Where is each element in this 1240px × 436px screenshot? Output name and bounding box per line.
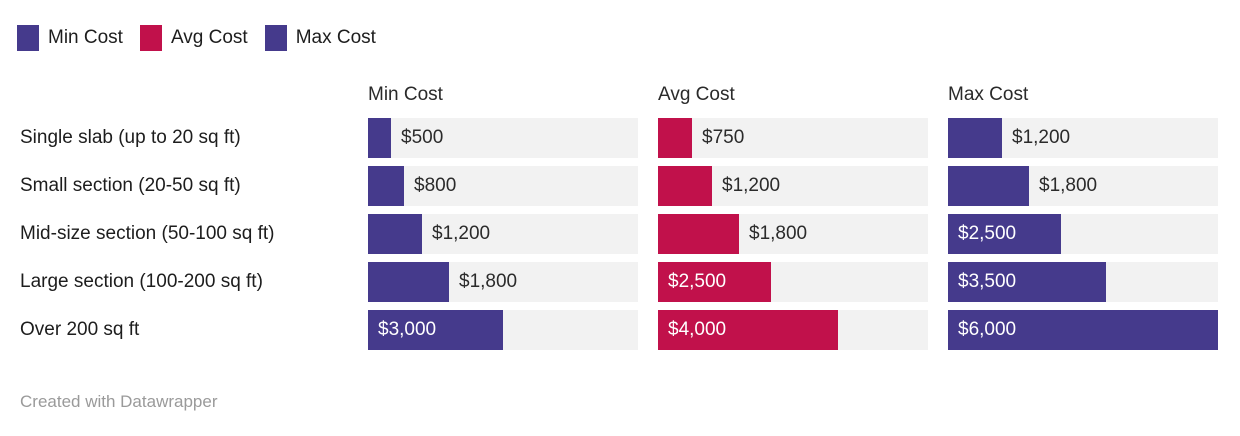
bar-track: $1,200	[368, 214, 638, 254]
legend-item: Max Cost	[264, 25, 376, 51]
bar-value-label: $2,500	[668, 271, 727, 292]
bar-track: $500	[368, 118, 638, 158]
column-header: Max Cost	[948, 84, 1029, 105]
bar-track: $1,800	[368, 262, 638, 302]
bar-value-label: $1,800	[1039, 175, 1098, 196]
bar-segment[interactable]	[948, 118, 1002, 158]
legend-label: Max Cost	[295, 27, 376, 48]
bar-segment[interactable]	[658, 166, 712, 206]
bar-value-label: $3,500	[958, 271, 1017, 292]
row-label: Large section (100-200 sq ft)	[20, 271, 263, 292]
bar-value-label: $1,800	[459, 271, 518, 292]
legend-swatch-icon	[264, 25, 287, 51]
bar-segment[interactable]	[658, 214, 739, 254]
bar-segment[interactable]	[658, 310, 838, 350]
bar-value-label: $6,000	[958, 319, 1017, 340]
row-label: Over 200 sq ft	[20, 319, 140, 340]
bar-value-label: $2,500	[958, 223, 1017, 244]
bar-track: $1,200	[658, 166, 928, 206]
bar-segment[interactable]	[368, 214, 422, 254]
bar-value-label: $1,200	[722, 175, 781, 196]
bar-track: $2,500	[948, 214, 1218, 254]
legend: Min Cost Avg Cost Max Cost	[17, 25, 393, 51]
bar-value-label: $1,200	[432, 223, 491, 244]
bar-segment[interactable]	[368, 262, 449, 302]
legend-swatch-icon	[139, 25, 162, 51]
bar-segment[interactable]	[368, 118, 391, 158]
column-header: Min Cost	[368, 84, 443, 105]
bar-value-label: $750	[702, 127, 745, 148]
row-label: Mid-size section (50-100 sq ft)	[20, 223, 275, 244]
bar-value-label: $500	[401, 127, 444, 148]
bar-value-label: $800	[414, 175, 457, 196]
bar-track: $6,000	[948, 310, 1218, 350]
bar-track: $1,800	[948, 166, 1218, 206]
bar-track: $3,000	[368, 310, 638, 350]
bar-segment[interactable]	[368, 310, 503, 350]
row-label: Single slab (up to 20 sq ft)	[20, 127, 241, 148]
legend-item: Avg Cost	[139, 25, 248, 51]
bar-value-label: $3,000	[378, 319, 437, 340]
legend-swatch-icon	[17, 25, 39, 51]
bar-track: $4,000	[658, 310, 928, 350]
bar-value-label: $1,800	[749, 223, 808, 244]
bar-value-label: $1,200	[1012, 127, 1071, 148]
bar-segment[interactable]	[948, 214, 1061, 254]
bar-track: $1,800	[658, 214, 928, 254]
bar-track: $1,200	[948, 118, 1218, 158]
bar-segment[interactable]	[948, 310, 1218, 350]
legend-label: Min Cost	[48, 27, 123, 48]
datawrapper-credit-link[interactable]: Created with Datawrapper	[20, 392, 218, 411]
bar-track: $750	[658, 118, 928, 158]
bar-track: $800	[368, 166, 638, 206]
bar-track: $3,500	[948, 262, 1218, 302]
bar-value-label: $4,000	[668, 319, 727, 340]
legend-item: Min Cost	[17, 25, 123, 51]
bar-segment[interactable]	[658, 118, 692, 158]
bar-segment[interactable]	[368, 166, 404, 206]
bar-segment[interactable]	[948, 166, 1029, 206]
column-header: Avg Cost	[658, 84, 735, 105]
bar-track: $2,500	[658, 262, 928, 302]
row-label: Small section (20-50 sq ft)	[20, 175, 241, 196]
bar-segment[interactable]	[948, 262, 1106, 302]
bar-segment[interactable]	[658, 262, 771, 302]
legend-label: Avg Cost	[170, 27, 248, 48]
